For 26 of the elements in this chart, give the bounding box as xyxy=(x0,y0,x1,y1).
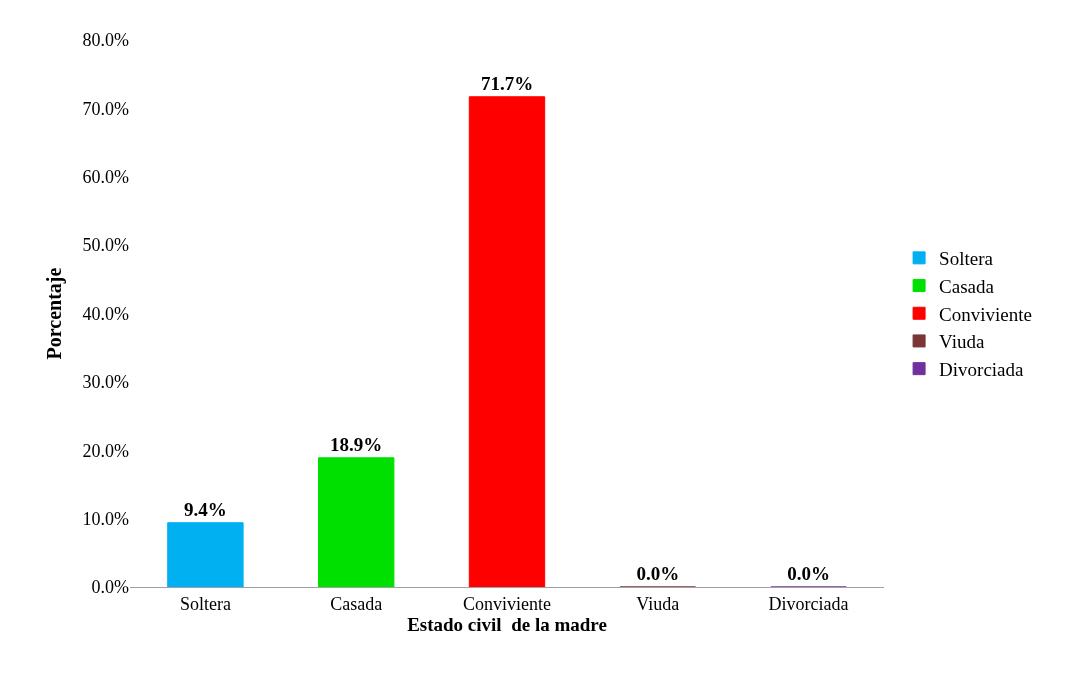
y-tick-label: 10.0% xyxy=(82,508,129,529)
y-tick-label: 60.0% xyxy=(82,167,129,188)
x-tick-label: Conviviente xyxy=(463,593,551,614)
data-label: 9.4% xyxy=(184,498,227,520)
y-tick-label: 50.0% xyxy=(82,235,129,256)
legend-label: Casada xyxy=(939,275,995,297)
x-tick-label: Viuda xyxy=(636,593,680,614)
legend-label: Viuda xyxy=(939,331,985,353)
x-tick-label: Casada xyxy=(330,593,383,614)
data-label: 0.0% xyxy=(636,563,680,584)
y-tick-label: 0.0% xyxy=(91,577,129,598)
legend-label: Soltera xyxy=(939,248,994,270)
y-tick-label: 70.0% xyxy=(82,98,129,119)
y-tick-label: 30.0% xyxy=(82,372,129,393)
y-tick-label: 40.0% xyxy=(82,303,129,324)
data-label: 18.9% xyxy=(330,433,383,455)
data-label: 71.7% xyxy=(480,72,534,94)
x-tick-label: Soltera xyxy=(179,593,231,614)
legend-label: Divorciada xyxy=(939,359,1025,381)
x-axis-title: Estado civil de la madre xyxy=(407,613,607,635)
data-label: 0.0% xyxy=(787,563,830,584)
x-tick-label: Divorciada xyxy=(768,593,849,614)
y-tick-label: 20.0% xyxy=(82,440,129,461)
y-axis-title: Porcentaje xyxy=(43,267,66,360)
legend-label: Conviviente xyxy=(939,303,1032,325)
y-tick-label: 80.0% xyxy=(82,30,129,51)
